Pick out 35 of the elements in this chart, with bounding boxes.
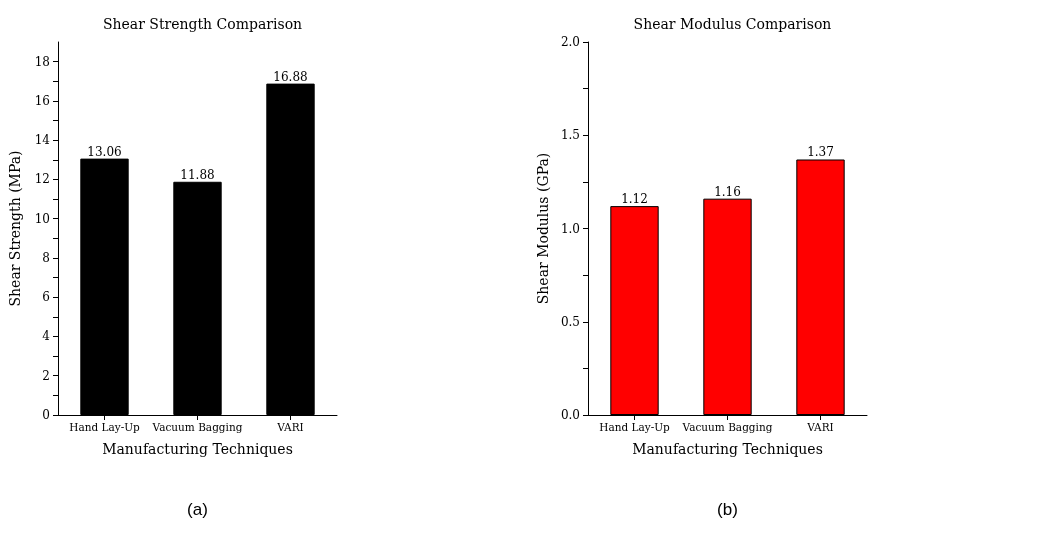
x-tick-label: Vacuum Bagging <box>681 420 773 433</box>
y-tick-label: 10 <box>34 211 50 226</box>
data-label: 1.16 <box>714 184 741 199</box>
x-axis-title: Manufacturing Techniques <box>632 441 823 457</box>
y-tick-label: 4 <box>42 329 51 344</box>
x-tick-label: Hand Lay-Up <box>599 420 671 433</box>
y-tick-label: 6 <box>42 290 50 305</box>
y-tick-label: 0.0 <box>560 408 580 422</box>
data-label: 13.06 <box>87 144 122 159</box>
y-tick-label: 16 <box>34 93 50 108</box>
data-label: 1.12 <box>621 192 648 207</box>
y-tick-label: 1.5 <box>560 128 580 143</box>
y-tick-label: 1.0 <box>560 221 580 236</box>
y-tick-label: 0 <box>42 408 50 422</box>
x-tick-label: VARI <box>806 420 834 433</box>
data-label: 11.88 <box>180 167 215 182</box>
y-tick-label: 0.5 <box>560 314 580 329</box>
y-tick-label: 18 <box>34 54 50 69</box>
x-axis-title: Manufacturing Techniques <box>102 441 293 457</box>
text: (b) <box>717 500 738 520</box>
chart-title: Shear Modulus Comparison <box>633 16 832 32</box>
chart-title: Shear Strength Comparison <box>102 16 303 32</box>
y-tick-label: 2 <box>42 368 50 383</box>
text: (a) <box>187 500 208 520</box>
y-tick-label: 14 <box>34 133 51 148</box>
y-tick-label: 8 <box>42 250 50 265</box>
x-tick-label: Vacuum Bagging <box>151 420 243 433</box>
y-tick-label: 12 <box>34 172 50 187</box>
y-axis-title: Shear Strength (MPa) <box>7 150 23 307</box>
y-axis-title: Shear Modulus (GPa) <box>535 152 552 305</box>
y-tick-label: 2.0 <box>560 35 580 49</box>
x-tick-label: VARI <box>276 420 304 433</box>
data-label: 16.88 <box>273 69 308 84</box>
data-label: 1.37 <box>807 145 834 160</box>
x-tick-label: Hand Lay-Up <box>69 420 141 433</box>
